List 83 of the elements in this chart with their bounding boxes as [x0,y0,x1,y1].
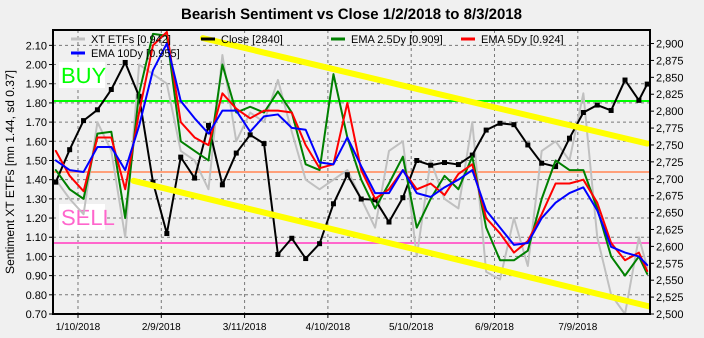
point [178,154,184,160]
x-tick-label: 2/9/2018 [142,322,182,333]
x-tick-label: 1/10/2018 [56,322,101,333]
point [566,136,572,141]
y-tick-label: 1.80 [26,98,47,110]
point [498,120,503,126]
point [67,147,72,152]
chart-title: Bearish Sentiment vs Close 1/2/2018 to 8/3/2018 [180,6,522,23]
x-tick-label: 4/10/2018 [306,322,351,333]
point [484,128,489,133]
y2-tick-label: 2,625 [656,224,684,236]
point [622,78,628,83]
point [289,236,294,241]
y-tick-label: 1.30 [26,194,47,206]
point [636,98,642,103]
y-tick-label: 0.90 [26,270,47,283]
point [206,122,211,128]
point [400,195,406,200]
point [330,201,336,206]
point [262,141,267,146]
point [428,162,434,168]
point [220,182,225,188]
point [608,108,614,113]
y2-tick-label: 2,825 [656,89,684,102]
y2-tick-label: 2,725 [656,156,684,169]
point [525,142,530,148]
point [275,252,280,257]
point [344,172,350,178]
x-tick-label: 6/9/2018 [475,322,514,333]
y2-tick-label: 2,600 [656,241,684,254]
point [303,256,308,262]
y2-tick-label: 2,800 [656,106,684,118]
y-tick-label: 0.70 [26,309,47,321]
y2-tick-label: 2,850 [656,72,684,84]
point [192,176,198,181]
y-tick-label: 1.50 [26,155,47,168]
x-tick-label: 3/11/2018 [222,322,267,333]
point [81,118,86,124]
point [94,107,100,112]
y-tick-label: 1.70 [26,117,47,130]
y2-tick-label: 2,550 [656,275,684,288]
point [248,132,253,138]
y2-tick-label: 2,700 [656,174,684,186]
ref-line-label: SELL [61,205,115,230]
y-tick-label: 2.10 [26,40,47,52]
y2-tick-label: 2,750 [656,140,684,152]
point [456,162,461,168]
point [234,150,239,156]
point [358,196,364,202]
y2-tick-label: 2,525 [656,292,684,304]
point [386,220,392,225]
point [539,160,544,166]
point [317,241,322,246]
legend-label: EMA 5Dy [0.924] [481,34,564,46]
x-tick-label: 5/10/2018 [388,322,434,333]
point [414,158,420,164]
point [580,110,586,115]
x-tick-label: 7/9/2018 [558,322,598,333]
y-tick-label: 2.00 [26,60,47,72]
y2-tick-label: 2,675 [656,190,684,203]
y-tick-label: 1.90 [26,78,47,91]
point [511,122,516,128]
y-tick-label: 1.00 [26,251,47,264]
y2-tick-label: 2,900 [656,38,684,51]
ref-line-label: BUY [61,63,107,88]
y-tick-label: 1.40 [26,174,47,187]
point [442,160,448,166]
y2-tick-label: 2,875 [656,55,684,68]
y2-tick-label: 2,500 [656,309,684,321]
y2-tick-label: 2,575 [656,258,684,270]
legend-label: Close [2840] [221,34,283,46]
y-tick-label: 1.20 [26,213,47,226]
point [122,60,128,65]
legend-label: EMA 2.5Dy [0.909] [351,34,443,46]
y-tick-label: 1.10 [26,232,47,244]
point [594,102,600,108]
y-tick-label: 0.80 [26,290,47,302]
y2-tick-label: 2,650 [656,208,684,220]
y2-tick-label: 2,775 [656,123,684,136]
point [108,87,114,92]
y-tick-label: 1.60 [26,136,47,148]
y-axis-title: Sentiment XT ETFs [mn 1.44, sd 0.37] [3,70,17,274]
point [164,231,170,236]
